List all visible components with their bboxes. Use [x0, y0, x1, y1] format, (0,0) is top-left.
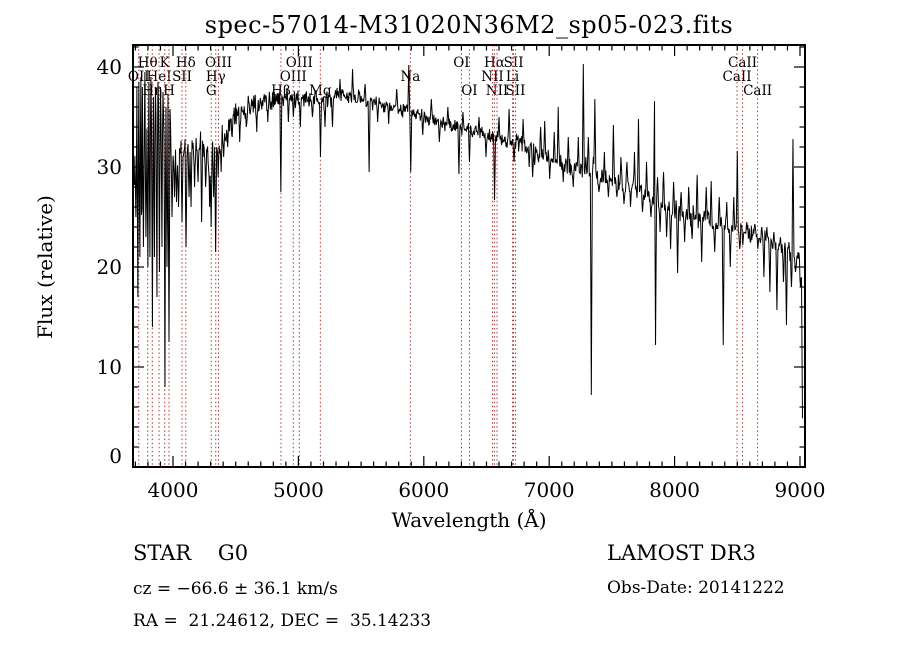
x-tick-label: 4000	[148, 478, 199, 502]
y-tick-label: 10	[97, 355, 122, 379]
line-label-NII: NII	[481, 69, 503, 85]
x-tick-label: 7000	[524, 478, 575, 502]
y-tick-label: 40	[97, 55, 122, 79]
line-label-OIII: OIII	[286, 55, 313, 71]
line-label-K: K	[160, 55, 171, 71]
line-label-HeI: HeI	[147, 69, 172, 85]
y-tick-label: 0	[109, 444, 122, 468]
x-tick-label: 5000	[273, 478, 324, 502]
line-label-SII: SII	[504, 55, 524, 71]
y-tick-label: 30	[97, 155, 122, 179]
x-tick-label: 9000	[775, 478, 826, 502]
plot-frame	[132, 44, 806, 468]
spectrum-line	[133, 63, 803, 419]
line-label-Na: Na	[400, 69, 420, 85]
line-label-Li: Li	[506, 69, 520, 85]
plot-title: spec-57014-M31020N36M2_sp05-023.fits	[205, 11, 733, 39]
line-label-OI: OI	[453, 55, 469, 71]
line-label-Hδ: Hδ	[176, 55, 196, 71]
line-label-OIII: OIII	[205, 55, 232, 71]
cz-annotation: cz = −66.6 ± 36.1 km/s	[133, 579, 338, 599]
x-axis-label: Wavelength (Å)	[391, 507, 546, 532]
x-tick-label: 6000	[398, 478, 449, 502]
x-tick-label: 8000	[649, 478, 700, 502]
line-label-CaII: CaII	[723, 69, 752, 85]
y-tick-label: 20	[97, 255, 122, 279]
axis-tick-labels: 4000 5000 6000 7000 8000 9000 0 10 20 30 40	[97, 55, 826, 502]
survey-annotation: LAMOST DR3	[607, 541, 756, 565]
y-axis-label: Flux (relative)	[33, 195, 57, 339]
obsdate-annotation: Obs-Date: 20141222	[607, 578, 785, 598]
line-label-Hα: Hα	[484, 55, 505, 71]
radec-annotation: RA = 21.24612, DEC = 35.14233	[133, 611, 431, 631]
spectral-line-labels: OIIHθHηHeIKHSIIHδGHγOIIIHβOIIIOIIIMgNaOI…	[128, 55, 772, 99]
line-label-OIII: OIII	[280, 69, 307, 85]
line-label-Hγ: Hγ	[206, 69, 226, 85]
line-label-CaII: CaII	[728, 55, 757, 71]
line-label-SII: SII	[172, 69, 192, 85]
class-annotation: STAR G0	[133, 541, 248, 565]
